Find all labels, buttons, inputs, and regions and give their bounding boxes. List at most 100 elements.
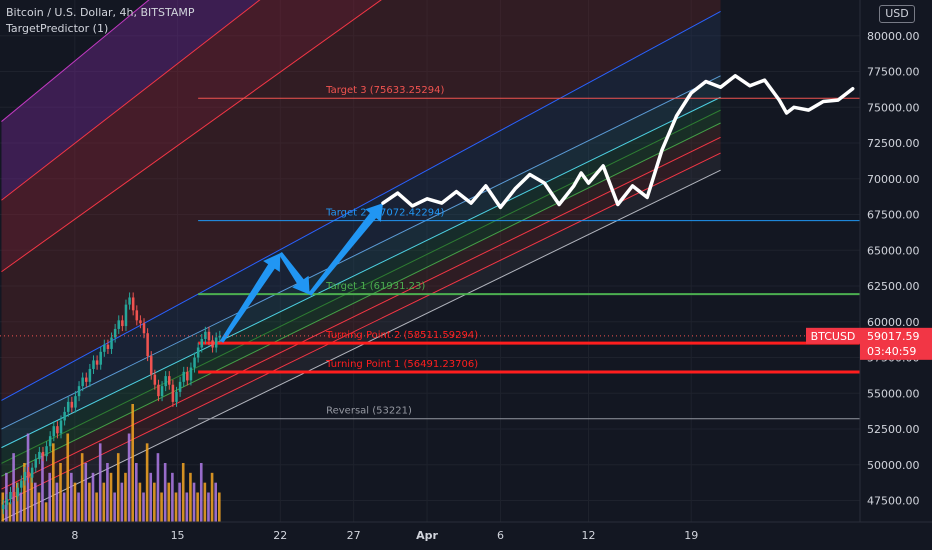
time-tick-label: 15 bbox=[171, 529, 185, 542]
volume-bar bbox=[95, 492, 98, 522]
time-axis[interactable]: 8 15 22 27 Apr 6 12 19 bbox=[0, 521, 932, 550]
channel-line bbox=[1, 0, 150, 122]
volume-bar bbox=[102, 482, 106, 522]
level-label: Turning Point 2 (58511.59294) bbox=[325, 330, 478, 341]
candle-body bbox=[95, 360, 99, 365]
candle-body bbox=[56, 426, 59, 434]
time-axis-bg bbox=[0, 522, 860, 550]
candle-body bbox=[131, 297, 135, 311]
volume-bar bbox=[174, 492, 178, 522]
volume-bar bbox=[15, 482, 19, 522]
volume-bar bbox=[91, 472, 95, 522]
volume-bar bbox=[98, 443, 102, 522]
price-tick-label: 77500.00 bbox=[867, 66, 920, 79]
candle-body bbox=[59, 420, 63, 434]
price-tick-label: 80000.00 bbox=[867, 30, 920, 43]
candle-body bbox=[189, 367, 193, 381]
channel-band bbox=[1, 137, 721, 504]
candle-body bbox=[196, 347, 200, 358]
candle-body bbox=[5, 499, 9, 505]
level-label: Turning Point 1 (56491.23706) bbox=[325, 359, 478, 370]
volume-bar bbox=[41, 453, 44, 522]
channel-line bbox=[1, 152, 721, 504]
candle-body bbox=[52, 426, 56, 437]
volume-bar bbox=[192, 482, 196, 522]
volume-bar bbox=[44, 502, 48, 522]
volume-bar bbox=[181, 463, 185, 522]
price-tick-label: 60000.00 bbox=[867, 316, 920, 329]
volume-bar bbox=[178, 482, 181, 522]
candle-body bbox=[171, 384, 175, 402]
volume-bar bbox=[203, 482, 207, 522]
candle-body bbox=[218, 335, 222, 338]
price-tick-label: 72500.00 bbox=[867, 137, 920, 150]
time-tick-label: 8 bbox=[71, 529, 78, 542]
candle-body bbox=[77, 386, 81, 397]
price-tick-label: 52500.00 bbox=[867, 423, 920, 436]
volume-bar bbox=[207, 492, 210, 522]
volume-bar bbox=[62, 492, 66, 522]
candle-body bbox=[9, 491, 12, 500]
candle-body bbox=[48, 436, 52, 447]
candle-body bbox=[66, 401, 70, 412]
candle-body bbox=[157, 384, 160, 397]
projected-price-line bbox=[381, 74, 855, 210]
volume-bar bbox=[145, 443, 149, 522]
candle-body bbox=[153, 374, 157, 385]
candle-body bbox=[211, 340, 214, 348]
candle-body bbox=[30, 467, 34, 478]
volume-bar bbox=[106, 463, 109, 522]
volume-bar bbox=[124, 472, 127, 522]
volume-bar bbox=[8, 502, 12, 522]
candle-body bbox=[164, 376, 167, 387]
volume-bar bbox=[217, 492, 221, 522]
price-tick-label: 50000.00 bbox=[867, 459, 920, 472]
candle-body bbox=[38, 451, 41, 460]
currency-button[interactable]: USD bbox=[879, 5, 915, 23]
volume-bar bbox=[51, 443, 55, 522]
candle-body bbox=[70, 401, 74, 408]
channel-band bbox=[1, 0, 721, 401]
price-axis[interactable]: 80000.00 77500.00 75000.00 72500.00 70000.00… bbox=[859, 0, 932, 550]
price-candles bbox=[2, 292, 222, 515]
volume-bar bbox=[149, 472, 153, 522]
channel-line bbox=[1, 75, 721, 430]
gridlines bbox=[0, 0, 860, 522]
volume-bar bbox=[134, 463, 138, 522]
symbol-title: Bitcoin / U.S. Dollar, 4h, BITSTAMP bbox=[6, 6, 195, 19]
channel-line bbox=[1, 0, 261, 201]
candle-body bbox=[27, 471, 30, 478]
candle-body bbox=[175, 391, 178, 402]
indicator-title: TargetPredictor (1) bbox=[6, 22, 109, 35]
volume-bar bbox=[171, 472, 174, 522]
projection-arrow bbox=[278, 251, 310, 295]
channel-lines bbox=[1, 0, 721, 522]
candle-body bbox=[121, 320, 124, 327]
channel-line bbox=[1, 96, 721, 449]
price-axis-bg bbox=[860, 0, 932, 550]
time-tick-label: 12 bbox=[581, 529, 595, 542]
channel-band bbox=[1, 75, 721, 448]
candle-body bbox=[2, 504, 5, 510]
candle-body bbox=[168, 376, 171, 385]
level-label: Target 1 (61931.23) bbox=[325, 281, 425, 292]
channel-band bbox=[1, 97, 721, 464]
volume-bar bbox=[30, 472, 33, 522]
level-label: Reversal (53221) bbox=[326, 406, 412, 417]
channel-line bbox=[1, 169, 721, 522]
time-tick-label: Apr bbox=[416, 529, 438, 542]
volume-bar bbox=[156, 453, 160, 522]
volume-bar bbox=[127, 433, 131, 522]
candle-body bbox=[110, 337, 113, 349]
candle-body bbox=[135, 310, 139, 321]
level-label: Target 3 (75633.25294) bbox=[325, 85, 444, 96]
candle-body bbox=[139, 320, 142, 324]
candle-body bbox=[63, 411, 66, 421]
projection-arrows bbox=[219, 203, 384, 343]
projection-arrow bbox=[308, 203, 384, 296]
candle-body bbox=[34, 459, 38, 468]
volume-bar bbox=[59, 463, 62, 522]
candle-body bbox=[204, 331, 207, 339]
